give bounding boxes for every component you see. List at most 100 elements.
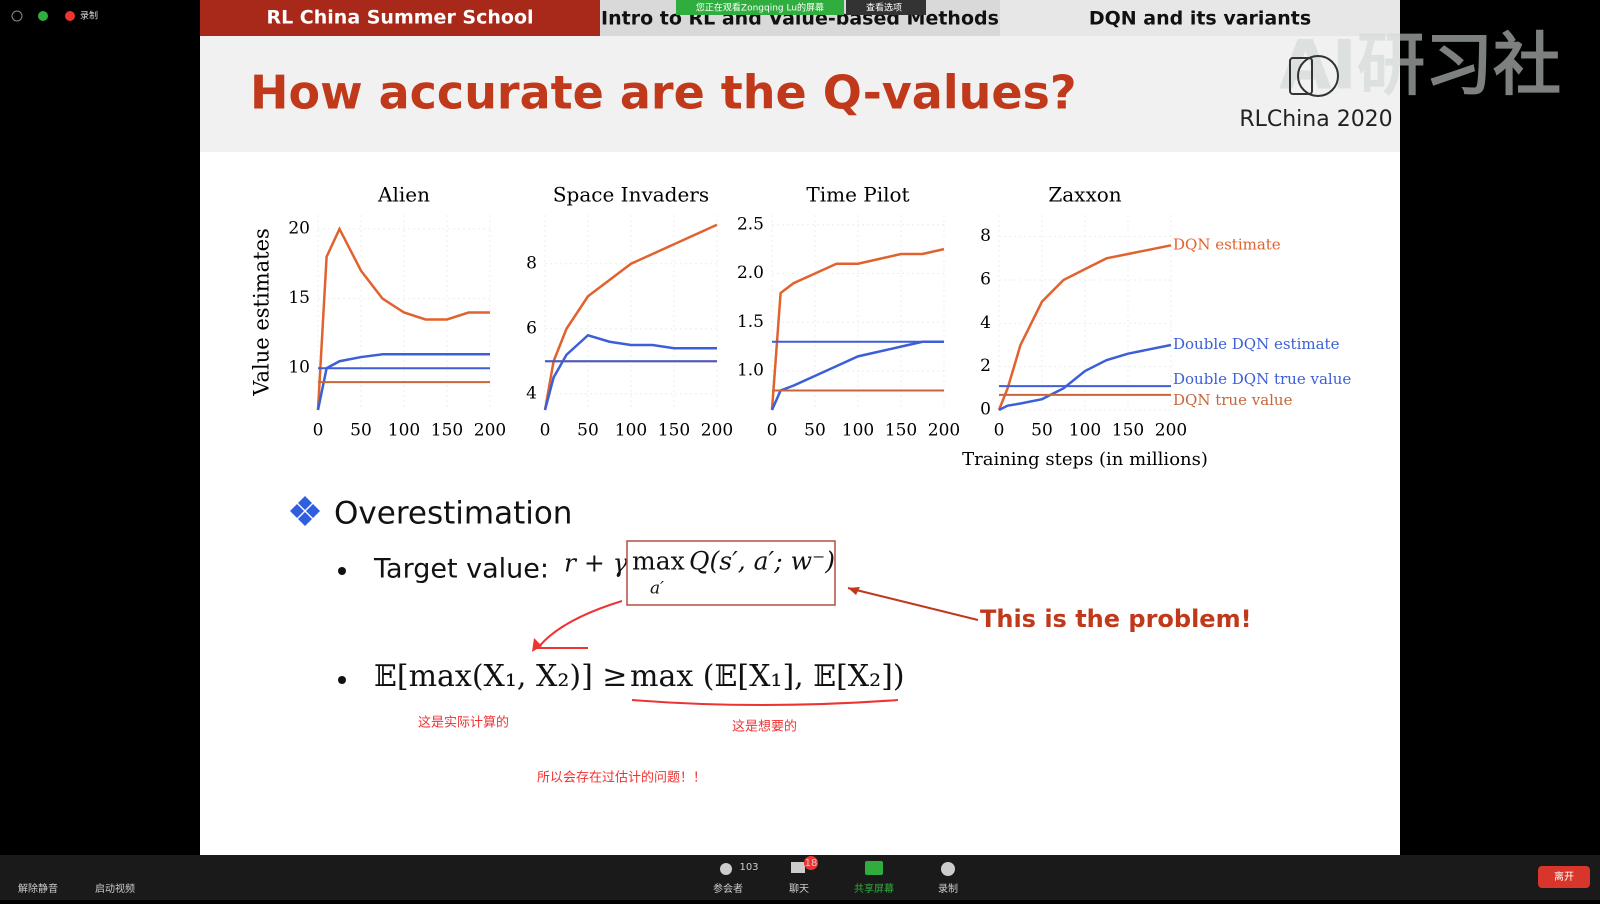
x-tick-label: 200	[1155, 421, 1187, 441]
panel-title: Alien	[377, 183, 430, 207]
y-tick-label: 6	[980, 270, 991, 290]
formula: Q(s′, a′; w⁻)	[689, 547, 835, 576]
formula-box	[626, 540, 836, 606]
title-band	[200, 36, 1400, 152]
x-tick-label: 50	[804, 421, 826, 441]
y-tick-label: 4	[980, 313, 991, 333]
series-line	[997, 244, 1172, 411]
series-line	[770, 247, 945, 411]
watermark: AI研习社	[1279, 27, 1561, 106]
inequality: max (𝔼[X₁], 𝔼[X₂])	[630, 659, 905, 694]
note: 所以会存在过估计的问题！！	[537, 770, 706, 786]
share[interactable]: 共享屏幕	[854, 882, 894, 895]
bullet-icon	[290, 496, 320, 526]
security-icon[interactable]	[38, 11, 48, 21]
slide-title: How accurate are the Q-values?	[250, 66, 1077, 120]
underline	[631, 699, 899, 706]
x-tick-label: 100	[615, 421, 647, 441]
banner	[676, 0, 844, 15]
arrow-head	[848, 587, 860, 595]
x-tick-label: 50	[1031, 421, 1053, 441]
target-label: Target value:	[373, 554, 549, 585]
logo	[1289, 55, 1339, 97]
x-tick-label: 150	[431, 421, 463, 441]
x-tick-label: 0	[313, 421, 324, 441]
x-tick-label: 50	[350, 421, 372, 441]
x-tick-label: 100	[842, 421, 874, 441]
series-line	[316, 353, 490, 411]
record-icon[interactable]	[941, 862, 955, 876]
banner-text: 您正在观看Zongqing Lu的屏幕	[696, 2, 824, 14]
note: 这是实际计算的	[418, 715, 509, 731]
y-tick-label: 1.5	[737, 312, 764, 332]
view-options-text[interactable]: 查看选项	[866, 2, 902, 14]
x-tick-label: 100	[388, 421, 420, 441]
x-tick-label: 150	[1112, 421, 1144, 441]
y-tick-label: 8	[526, 253, 537, 273]
y-tick-label: 20	[288, 218, 310, 238]
tab-bg	[200, 0, 600, 36]
legend-label: DQN true value	[1173, 391, 1293, 409]
participant-count: 103	[739, 862, 758, 873]
series-line	[770, 340, 944, 411]
y-tick-label: 6	[526, 318, 537, 338]
info-icon[interactable]	[11, 10, 23, 22]
record-dot	[65, 11, 75, 21]
x-tick-label: 200	[928, 421, 960, 441]
annotation-arrow	[534, 600, 623, 649]
record[interactable]: 录制	[938, 882, 958, 895]
series-line	[543, 223, 718, 411]
leave-button[interactable]	[1538, 866, 1590, 888]
bullet	[338, 567, 346, 575]
chat-icon[interactable]	[791, 862, 805, 873]
share-icon[interactable]	[865, 861, 883, 875]
panel-title: Space Invaders	[553, 183, 709, 207]
leave[interactable]: 离开	[1554, 870, 1574, 883]
legend-label: Double DQN estimate	[1173, 335, 1340, 353]
formula: r + γ	[564, 549, 628, 578]
x-tick-label: 0	[540, 421, 551, 441]
y-tick-label: 15	[288, 288, 310, 308]
y-tick-label: 10	[288, 358, 310, 378]
unmute[interactable]: 解除静音	[18, 882, 58, 895]
chat[interactable]: 聊天	[789, 882, 809, 895]
y-tick-label: 4	[526, 383, 537, 403]
note: 这是想要的	[732, 719, 797, 735]
y-tick-label: 2.5	[737, 214, 764, 234]
y-tick-label: 0	[980, 400, 991, 420]
y-tick-label: 2	[980, 356, 991, 376]
x-tick-label: 150	[885, 421, 917, 441]
logo-text: RLChina 2020	[1239, 107, 1392, 132]
x-tick-label: 200	[474, 421, 506, 441]
panel-title: Zaxxon	[1048, 183, 1121, 207]
tab: DQN and its variants	[1089, 8, 1311, 30]
y-tick-label: 8	[980, 226, 991, 246]
chat-badge: 18	[805, 858, 818, 869]
panel-title: Time Pilot	[806, 183, 909, 207]
legend-label: DQN estimate	[1173, 235, 1281, 253]
y-tick-label: 1.0	[737, 361, 764, 381]
recording-label: 录制	[80, 10, 98, 22]
series-line	[543, 333, 717, 411]
chat-badge-bg	[804, 856, 818, 870]
x-tick-label: 0	[767, 421, 778, 441]
arrow	[847, 587, 979, 621]
bullet	[338, 676, 346, 684]
participants-icon[interactable]	[720, 863, 732, 875]
y-axis-label: Value estimates	[250, 228, 274, 397]
formula: max	[632, 547, 685, 576]
tab-bg	[1000, 0, 1400, 36]
y-tick-label: 2.0	[737, 263, 764, 283]
x-tick-label: 100	[1069, 421, 1101, 441]
formula: a′	[650, 579, 664, 599]
tab: RL China Summer School	[266, 7, 533, 29]
view-options[interactable]	[846, 0, 926, 15]
x-tick-label: 50	[577, 421, 599, 441]
x-axis-label: Training steps (in millions)	[962, 449, 1208, 470]
participants[interactable]: 参会者	[713, 882, 743, 895]
start-video[interactable]: 启动视频	[95, 882, 135, 895]
x-tick-label: 0	[994, 421, 1005, 441]
series-line	[998, 343, 1172, 412]
inequality: 𝔼[max(X₁, X₂)] ≥	[374, 659, 627, 694]
